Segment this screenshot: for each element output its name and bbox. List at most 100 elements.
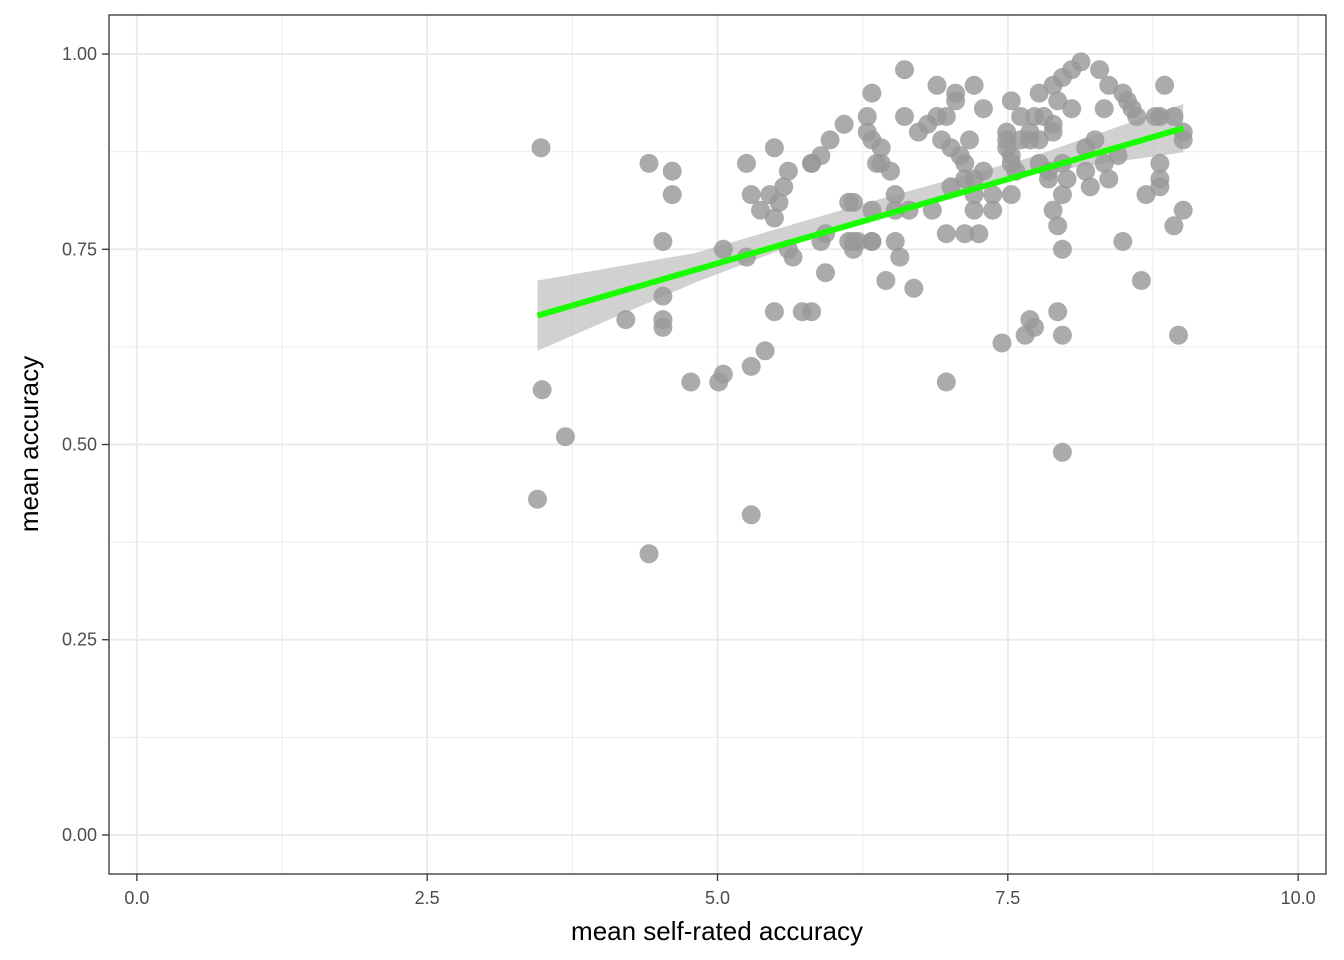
- data-point: [662, 161, 682, 181]
- y-axis-ticks: 0.00 0.25 0.50 0.75 1.00: [62, 44, 109, 845]
- grid-major: [109, 15, 1326, 874]
- data-point: [973, 99, 993, 119]
- data-point: [1136, 185, 1156, 205]
- data-point: [983, 200, 1003, 220]
- data-point: [955, 224, 975, 244]
- data-point: [653, 286, 673, 306]
- data-point: [895, 107, 914, 126]
- data-point: [1052, 185, 1072, 205]
- data-point: [1173, 130, 1193, 150]
- data-point: [946, 91, 966, 111]
- data-point: [1062, 99, 1082, 119]
- data-point: [848, 232, 868, 251]
- data-point: [741, 185, 761, 205]
- data-point: [653, 232, 673, 251]
- data-point: [927, 75, 947, 95]
- data-point: [1094, 99, 1114, 119]
- x-tick-label: 5.0: [705, 888, 730, 908]
- data-point: [741, 356, 761, 376]
- data-point: [1113, 232, 1133, 251]
- data-point: [1150, 107, 1170, 126]
- data-point: [876, 271, 896, 290]
- data-point: [820, 130, 840, 150]
- data-point: [871, 138, 891, 158]
- data-point: [1090, 60, 1110, 80]
- data-point: [936, 107, 956, 126]
- data-point: [885, 185, 905, 205]
- data-point: [1043, 122, 1063, 142]
- data-point: [1048, 216, 1068, 236]
- data-point: [741, 505, 761, 525]
- data-point: [811, 146, 831, 166]
- data-point: [1029, 83, 1049, 103]
- data-point: [1029, 130, 1049, 150]
- data-point: [778, 161, 798, 181]
- data-point: [1169, 325, 1188, 345]
- data-point: [955, 153, 975, 173]
- data-point: [904, 278, 924, 298]
- data-point: [616, 310, 636, 330]
- regression-line: [536, 125, 1185, 319]
- data-point: [1076, 161, 1096, 181]
- data-point: [737, 153, 756, 173]
- data-point: [816, 263, 835, 283]
- data-point: [764, 208, 784, 228]
- data-point: [751, 200, 770, 220]
- data-point: [1150, 153, 1170, 173]
- data-point: [755, 341, 775, 361]
- data-point: [681, 372, 701, 392]
- data-point: [1052, 239, 1072, 259]
- y-tick-label: 0.00: [62, 825, 97, 845]
- data-point: [1071, 52, 1091, 72]
- y-axis-title: mean accuracy: [14, 356, 44, 532]
- data-point: [1052, 442, 1072, 462]
- x-axis-ticks: 0.0 2.5 5.0 7.5 10.0: [124, 874, 1316, 908]
- x-tick-label: 2.5: [415, 888, 440, 908]
- data-point: [1001, 185, 1021, 205]
- data-point: [1043, 200, 1063, 220]
- data-point: [639, 544, 659, 564]
- data-point: [769, 192, 789, 212]
- data-point: [936, 224, 956, 244]
- data-point: [834, 114, 854, 134]
- data-point: [1127, 107, 1147, 126]
- data-point: [1094, 153, 1114, 173]
- data-point: [983, 185, 1003, 205]
- data-point: [1164, 216, 1184, 236]
- data-point: [960, 130, 979, 150]
- data-point: [1048, 302, 1068, 322]
- data-point: [764, 138, 784, 158]
- data-points: [528, 52, 1193, 564]
- data-point: [1085, 130, 1105, 150]
- data-point: [764, 302, 784, 322]
- data-point: [862, 232, 882, 251]
- data-point: [964, 200, 984, 220]
- data-point: [1173, 200, 1193, 220]
- x-axis-title: mean self-rated accuracy: [571, 916, 863, 946]
- data-point: [885, 232, 905, 251]
- data-point: [890, 247, 910, 267]
- data-point: [1048, 91, 1068, 111]
- data-point: [653, 317, 673, 337]
- data-point: [862, 83, 882, 103]
- data-point: [1155, 75, 1175, 95]
- data-point: [936, 372, 956, 392]
- data-point: [1164, 107, 1184, 126]
- data-point: [713, 364, 733, 384]
- data-point: [1025, 317, 1044, 337]
- data-point: [895, 60, 914, 80]
- data-point: [843, 192, 863, 212]
- data-point: [973, 161, 993, 181]
- data-point: [532, 380, 552, 400]
- y-tick-label: 1.00: [62, 44, 97, 64]
- data-point: [774, 177, 794, 197]
- data-point: [992, 333, 1012, 353]
- y-tick-label: 0.75: [62, 239, 97, 259]
- data-point: [1150, 177, 1170, 197]
- data-point: [662, 185, 682, 205]
- fit-line: [536, 125, 1185, 319]
- data-point: [1011, 107, 1031, 126]
- data-point: [1099, 75, 1119, 95]
- data-point: [531, 138, 551, 158]
